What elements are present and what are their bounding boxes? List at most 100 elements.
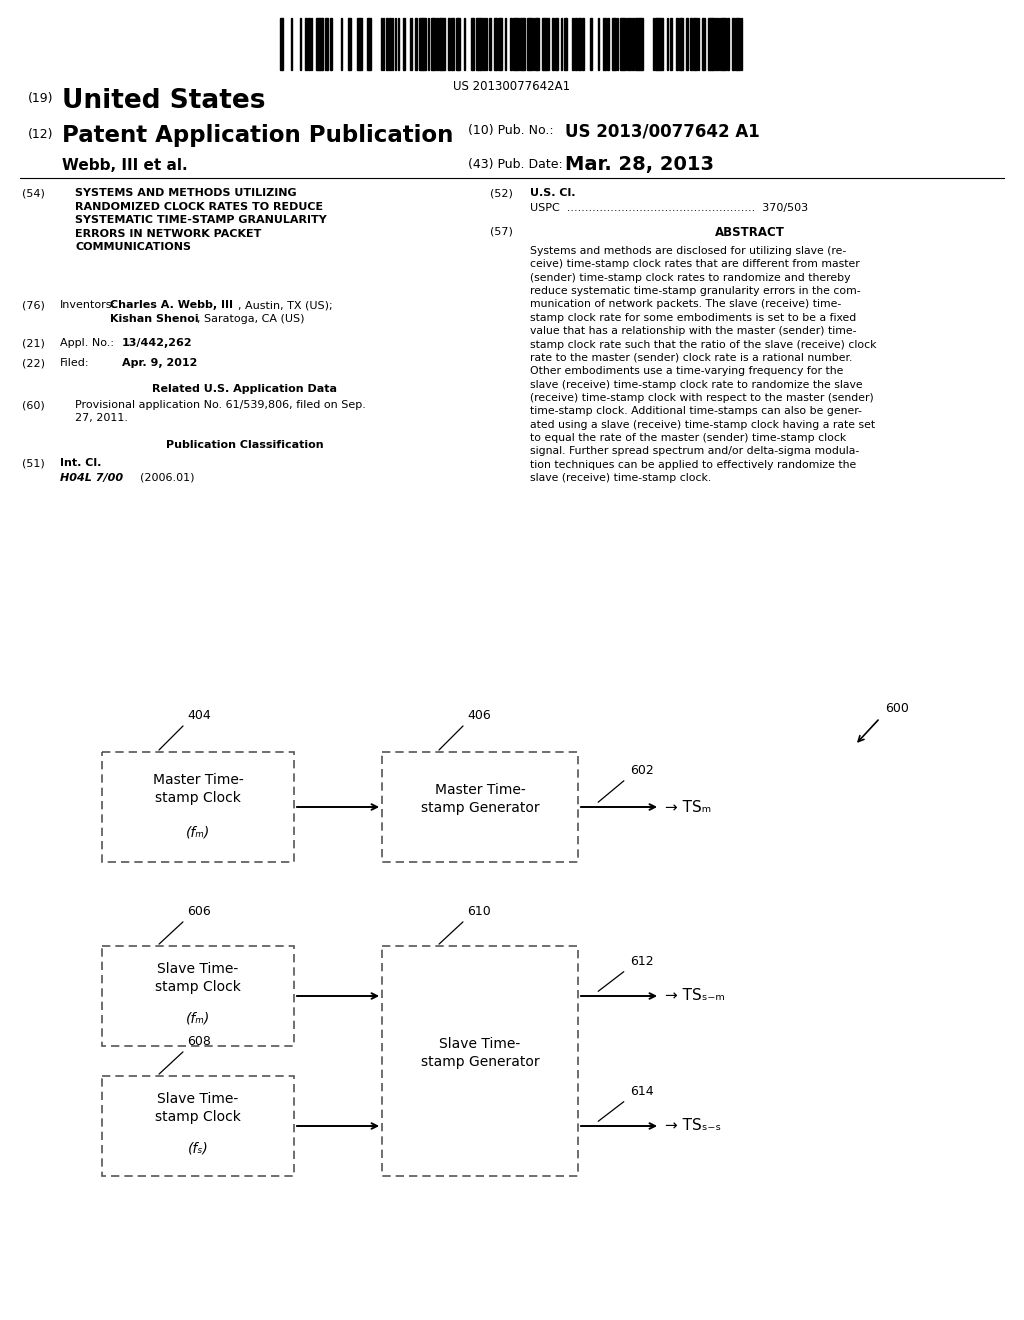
Text: Charles A. Webb, III: Charles A. Webb, III [110, 300, 233, 310]
FancyBboxPatch shape [382, 946, 578, 1176]
Bar [641, 18, 643, 70]
Bar [628, 18, 631, 70]
Text: (76): (76) [22, 300, 45, 310]
Bar [452, 18, 454, 70]
Bar [528, 18, 530, 70]
Text: Systems and methods are disclosed for utilizing slave (re-
ceive) time-stamp clo: Systems and methods are disclosed for ut… [530, 246, 877, 483]
Bar [386, 18, 388, 70]
Text: (19): (19) [28, 92, 53, 106]
Bar [613, 18, 615, 70]
Bar [476, 18, 478, 70]
Bar [415, 18, 417, 70]
Text: H04L 7/00: H04L 7/00 [60, 473, 123, 483]
Bar [423, 18, 426, 70]
Bar [639, 18, 641, 70]
Bar [590, 18, 592, 70]
Text: 404: 404 [187, 709, 211, 722]
Bar [632, 18, 634, 70]
Text: Slave Time-
stamp Clock: Slave Time- stamp Clock [155, 962, 241, 994]
Text: US 20130077642A1: US 20130077642A1 [454, 81, 570, 92]
Text: → TSₛ₋ₘ: → TSₛ₋ₘ [665, 989, 725, 1003]
Bar [695, 18, 697, 70]
Bar [622, 18, 624, 70]
Text: (fₘ): (fₘ) [186, 825, 210, 840]
Bar [578, 18, 580, 70]
Bar [419, 18, 422, 70]
Bar [389, 18, 391, 70]
Text: Patent Application Publication: Patent Application Publication [62, 124, 454, 147]
Bar [543, 18, 545, 70]
Text: (2006.01): (2006.01) [140, 473, 195, 483]
Bar [670, 18, 672, 70]
Text: Master Time-
stamp Clock: Master Time- stamp Clock [153, 774, 244, 805]
Bar [715, 18, 717, 70]
Bar [555, 18, 557, 70]
Text: United States: United States [62, 88, 265, 114]
Bar [516, 18, 519, 70]
Bar [513, 18, 515, 70]
Bar [547, 18, 549, 70]
Text: Apr. 9, 2012: Apr. 9, 2012 [122, 358, 198, 368]
Bar [727, 18, 729, 70]
Text: SYSTEMS AND METHODS UTILIZING
RANDOMIZED CLOCK RATES TO REDUCE
SYSTEMATIC TIME-S: SYSTEMS AND METHODS UTILIZING RANDOMIZED… [75, 187, 327, 252]
Bar [478, 18, 480, 70]
Bar [367, 18, 369, 70]
Bar [530, 18, 532, 70]
Bar [660, 18, 663, 70]
Text: Slave Time-
stamp Generator: Slave Time- stamp Generator [421, 1038, 540, 1069]
Text: U.S. Cl.: U.S. Cl. [530, 187, 575, 198]
Bar [498, 18, 500, 70]
Text: (52): (52) [490, 187, 513, 198]
Bar [620, 18, 622, 70]
Bar [483, 18, 485, 70]
Bar [357, 18, 359, 70]
Text: (fₛ): (fₛ) [187, 1140, 208, 1155]
Bar [436, 18, 438, 70]
Bar [676, 18, 678, 70]
Bar [523, 18, 525, 70]
Text: (21): (21) [22, 338, 45, 348]
Bar [603, 18, 605, 70]
Text: Inventors:: Inventors: [60, 300, 116, 310]
Bar [679, 18, 681, 70]
Text: Slave Time-
stamp Clock: Slave Time- stamp Clock [155, 1093, 241, 1123]
Bar [480, 18, 482, 70]
Bar [441, 18, 443, 70]
Text: Webb, III et al.: Webb, III et al. [62, 158, 187, 173]
Text: (51): (51) [22, 458, 45, 469]
Bar [494, 18, 496, 70]
Text: Master Time-
stamp Generator: Master Time- stamp Generator [421, 783, 540, 814]
Bar [489, 18, 490, 70]
Text: ABSTRACT: ABSTRACT [715, 226, 785, 239]
Bar [410, 18, 412, 70]
Bar [693, 18, 695, 70]
Text: Provisional application No. 61/539,806, filed on Sep.
27, 2011.: Provisional application No. 61/539,806, … [75, 400, 366, 424]
FancyBboxPatch shape [102, 752, 294, 862]
Bar [521, 18, 523, 70]
Text: Publication Classification: Publication Classification [166, 440, 324, 450]
Bar [308, 18, 310, 70]
Bar [319, 18, 322, 70]
Bar [722, 18, 724, 70]
Text: → TSₘ: → TSₘ [665, 800, 712, 814]
Bar [369, 18, 371, 70]
Bar [545, 18, 547, 70]
Bar [637, 18, 639, 70]
Text: USPC  ....................................................  370/503: USPC ...................................… [530, 203, 808, 213]
Text: (60): (60) [22, 400, 45, 411]
Text: 608: 608 [187, 1035, 211, 1048]
Text: 612: 612 [630, 954, 653, 968]
Bar [720, 18, 722, 70]
Bar [710, 18, 712, 70]
Bar [737, 18, 740, 70]
Text: 406: 406 [467, 709, 490, 722]
FancyBboxPatch shape [102, 1076, 294, 1176]
Bar [708, 18, 710, 70]
Text: (12): (12) [28, 128, 53, 141]
Bar [552, 18, 554, 70]
Bar [735, 18, 737, 70]
Text: US 2013/0077642 A1: US 2013/0077642 A1 [565, 121, 760, 140]
Bar [575, 18, 577, 70]
Text: 13/442,262: 13/442,262 [122, 338, 193, 348]
Text: Filed:: Filed: [60, 358, 89, 368]
